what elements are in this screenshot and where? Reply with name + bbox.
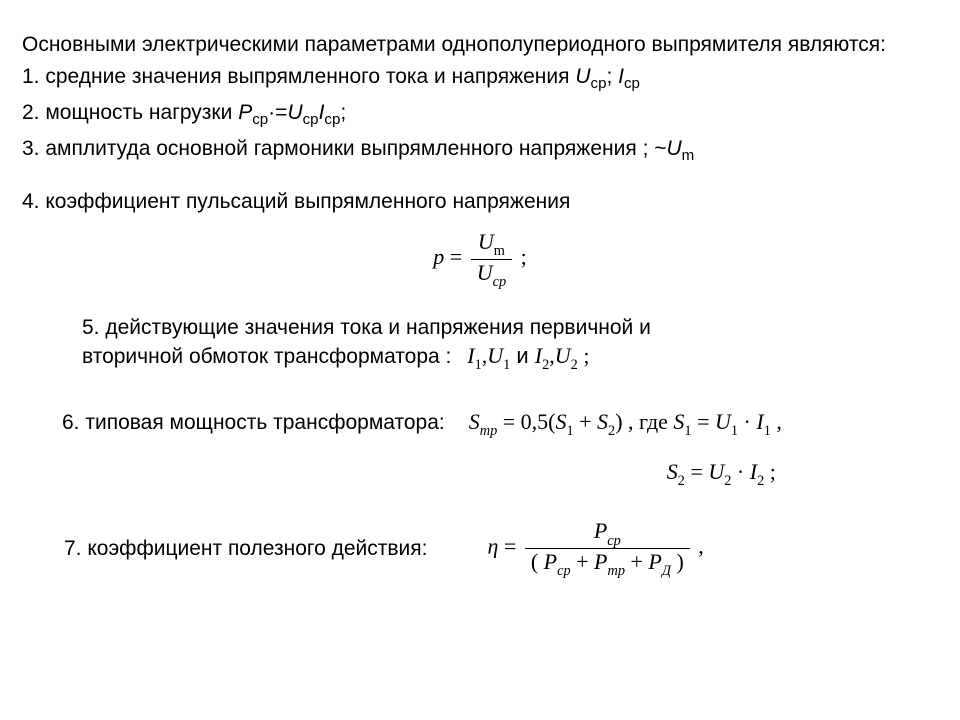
eq7-P3: P <box>648 549 661 574</box>
eq5-I1s: 1 <box>475 357 482 373</box>
eq6b-U2: U <box>708 459 724 484</box>
item2-text: 2. мощность нагрузки <box>22 101 238 124</box>
eq4-tail: ; <box>515 244 527 269</box>
sym-Ucp-U: U <box>575 65 590 88</box>
eq6-mid: = 0,5( <box>497 409 555 434</box>
item1-sep: ; <box>606 65 618 88</box>
item2-semi: ; <box>340 101 346 124</box>
eq6-I1s: 1 <box>764 423 771 439</box>
eq7-num-sub: ср <box>607 533 621 549</box>
eq7-den-close: ) <box>671 549 684 574</box>
eq7-P2: P <box>594 549 607 574</box>
eq6-plus: + <box>574 409 597 434</box>
eq6b-S2: S <box>667 459 678 484</box>
sym-P: P <box>238 101 252 124</box>
eq4-p: p <box>433 244 444 269</box>
eq6b-end: ; <box>764 459 776 484</box>
eq5-and: и <box>510 343 535 368</box>
item3-text: 3. амплитуда основной гармоники выпрямле… <box>22 137 667 160</box>
item-7: 7. коэффициент полезного действия: <box>64 536 428 562</box>
item5-line1: 5. действующие значения тока и напряжени… <box>82 316 651 339</box>
eq4-equals: = <box>444 244 467 269</box>
eq6-Str: S <box>469 409 480 434</box>
eq6-end1: , <box>771 409 782 434</box>
equation-6-group: Sтр = 0,5(S1 + S2) , где S1 = U1 · I1 , … <box>469 408 782 491</box>
eq4-den-sym: U <box>477 260 493 285</box>
eq5-U2: U <box>555 343 571 368</box>
item1-text: 1. средние значения выпрямленного тока и… <box>22 65 575 88</box>
item2-eq: ·= <box>268 101 287 124</box>
eq7-P3s: Д <box>662 563 671 579</box>
sym-Um-sub: m <box>682 148 695 165</box>
eq6-U1s: 1 <box>731 423 738 439</box>
eq4-den-sub: ср <box>493 274 507 290</box>
item-4: 4. коэффициент пульсаций выпрямленного н… <box>22 189 938 215</box>
item-6-row: 6. типовая мощность трансформатора: Sтр … <box>62 408 938 491</box>
eq7-plus1: + <box>571 549 594 574</box>
eq7-P1: P <box>544 549 557 574</box>
sym-I2-sub: ср <box>324 112 340 129</box>
eq6-dot1: · <box>738 409 756 434</box>
eq7-eta: η <box>488 534 499 559</box>
eq6b-eq: = <box>685 459 708 484</box>
eq6-S1: S <box>555 409 566 434</box>
eq6-eq1: = <box>692 409 715 434</box>
eq7-P1s: ср <box>557 563 571 579</box>
eq6b-I2s: 2 <box>757 473 764 489</box>
eq6-U1: U <box>715 409 731 434</box>
sym-U2: U <box>287 101 302 124</box>
eq6b-U2s: 2 <box>724 473 731 489</box>
eq7-num-P: P <box>594 518 607 543</box>
eq5-I2: I <box>535 343 542 368</box>
eq6-S2s: 2 <box>608 423 615 439</box>
eq4-num-sub: m <box>494 243 505 259</box>
sym-P-sub: ср <box>252 112 268 129</box>
item-5: 5. действующие значения тока и напряжени… <box>82 315 838 374</box>
item-7-row: 7. коэффициент полезного действия: η = P… <box>64 518 938 579</box>
item-3: 3. амплитуда основной гармоники выпрямле… <box>22 136 938 166</box>
eq7-equals: = <box>498 534 521 559</box>
item5-line2: вторичной обмоток трансформатора : <box>82 345 451 368</box>
sym-U2-sub: ср <box>303 112 319 129</box>
eq7-plus2: + <box>625 549 648 574</box>
item-1: 1. средние значения выпрямленного тока и… <box>22 64 938 94</box>
equation-6-line1: Sтр = 0,5(S1 + S2) , где S1 = U1 · I1 , <box>469 408 782 440</box>
eq5-U1s: 1 <box>503 357 510 373</box>
eq5-U2s: 2 <box>571 357 578 373</box>
sym-Icp-sub: ср <box>624 75 640 92</box>
eq7-fraction: Pср( Pср + Pтр + PД ) <box>525 518 690 579</box>
eq6-close: ) , где <box>615 409 673 434</box>
intro-text: Основными электрическими параметрами одн… <box>22 32 938 58</box>
sym-Ucp-sub: ср <box>591 75 607 92</box>
item-6: 6. типовая мощность трансформатора: <box>62 408 445 436</box>
eq5-U1: U <box>487 343 503 368</box>
eq6-S2: S <box>597 409 608 434</box>
equation-4: p = UmUср ; <box>22 229 938 290</box>
equation-5: I1,U1 и I2,U2 ; <box>467 343 589 368</box>
eq6-S1s: 1 <box>566 423 573 439</box>
eq6b-I2: I <box>750 459 757 484</box>
item-2: 2. мощность нагрузки Pср·=UсрIср; <box>22 100 938 130</box>
eq5-I2s: 2 <box>542 357 549 373</box>
eq5-I1: I <box>467 343 474 368</box>
page: Основными электрическими параметрами одн… <box>0 0 960 579</box>
eq7-P2s: тр <box>608 563 625 579</box>
eq7-den-open: ( <box>531 549 544 574</box>
equation-6-line2: S2 = U2 · I2 ; <box>469 458 782 490</box>
eq6-Str-sub: тр <box>480 423 497 439</box>
eq6-S1b: S <box>673 409 684 434</box>
eq6b-dot: · <box>731 459 749 484</box>
equation-7: η = Pср( Pср + Pтр + PД ) , <box>488 518 704 579</box>
eq4-num-sym: U <box>478 229 494 254</box>
eq6b-S2s: 2 <box>678 473 685 489</box>
eq6-I1: I <box>756 409 763 434</box>
eq4-fraction: UmUср <box>471 229 512 290</box>
eq7-tail: , <box>693 534 704 559</box>
eq6-S1bs: 1 <box>684 423 691 439</box>
sym-Um-U: U <box>667 137 682 160</box>
